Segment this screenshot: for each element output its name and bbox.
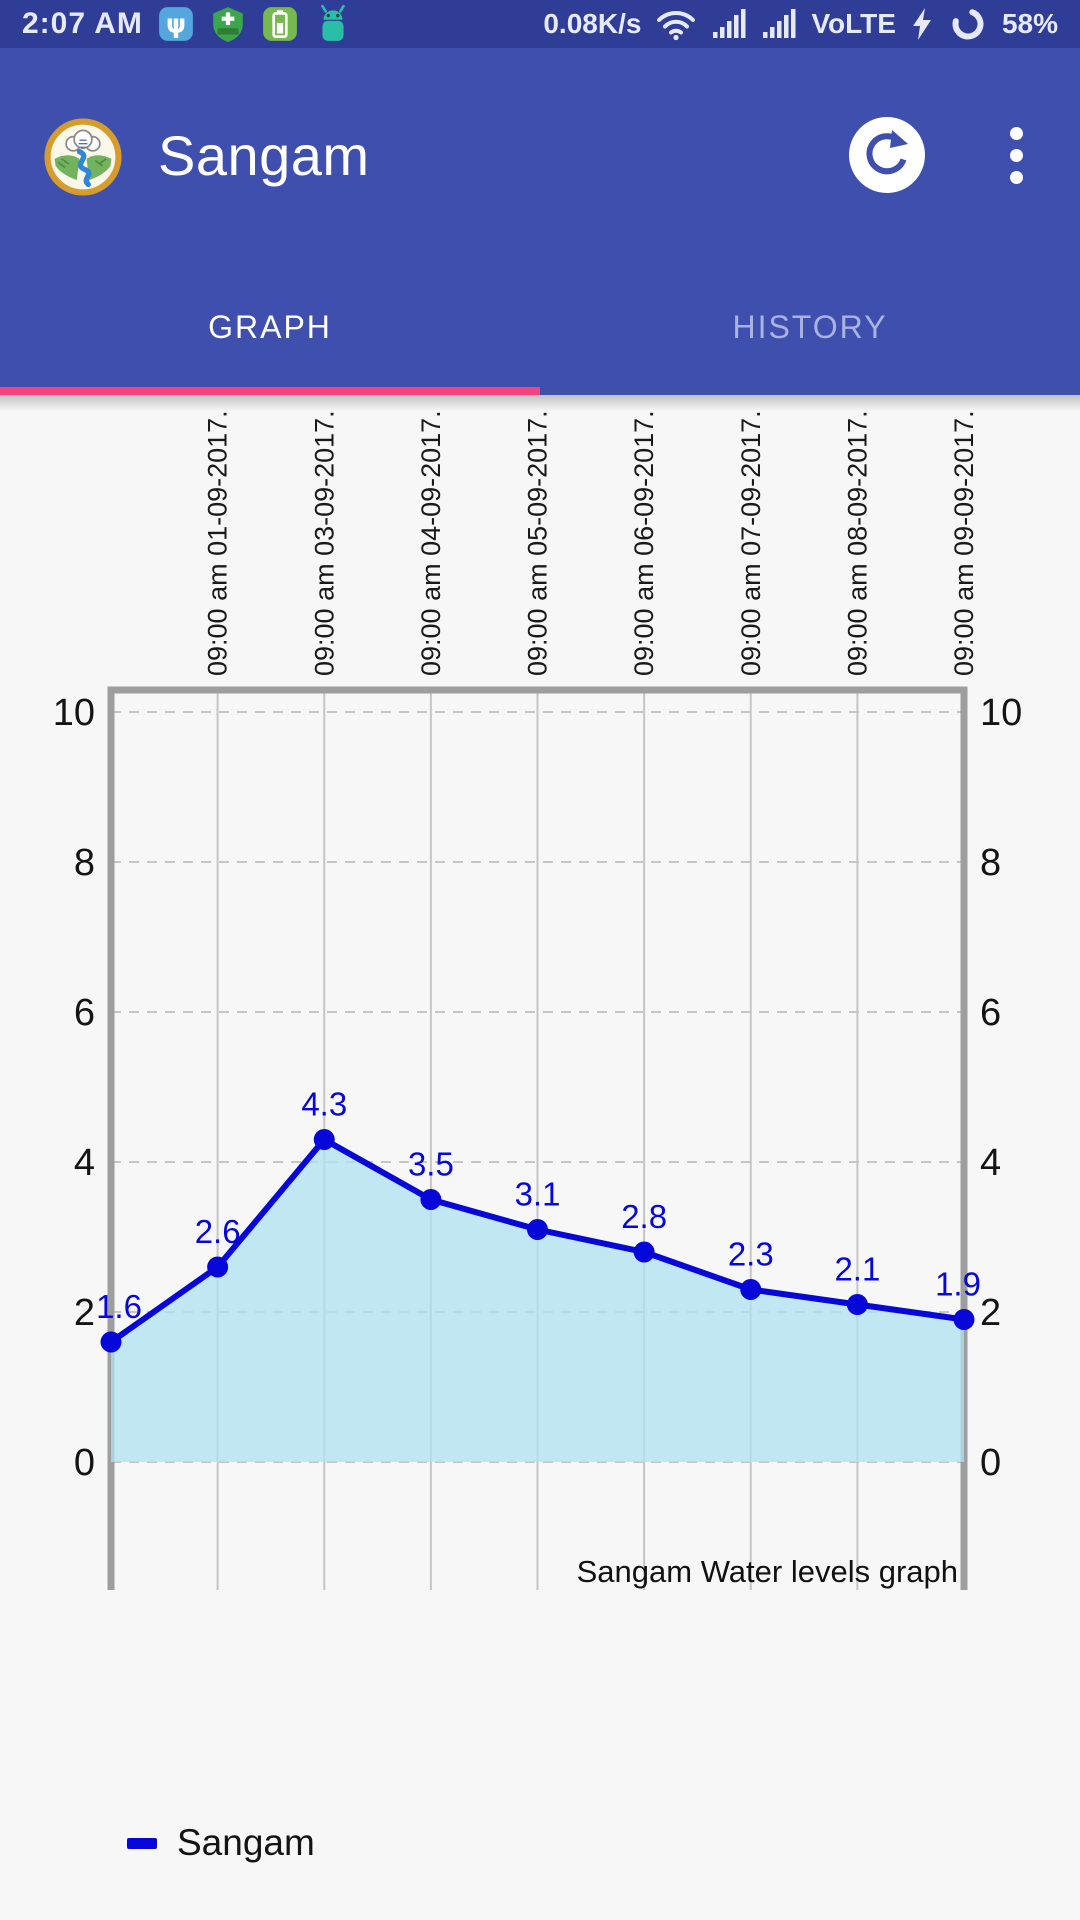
x-axis-labels: 09:00 am 01-09-2017. 09:00 am 03-09-2017.… xyxy=(203,410,979,676)
page-title: Sangam xyxy=(158,123,370,187)
svg-text:09:00 am 05-09-2017.: 09:00 am 05-09-2017. xyxy=(523,410,553,676)
svg-text:10: 10 xyxy=(53,692,95,734)
tab-graph[interactable]: GRAPH xyxy=(208,308,332,345)
svg-text:2: 2 xyxy=(980,1292,1001,1334)
point-value-labels: 1.6 2.6 4.3 3.5 3.1 2.8 2.3 2.1 1.9 xyxy=(96,1086,981,1326)
battery-percent: 58% xyxy=(1001,8,1058,39)
svg-text:09:00 am 08-09-2017.: 09:00 am 08-09-2017. xyxy=(842,410,872,676)
signal-bars-icon xyxy=(711,7,747,41)
svg-text:3.1: 3.1 xyxy=(515,1176,561,1213)
svg-text:4: 4 xyxy=(74,1142,95,1184)
chart-frame xyxy=(107,686,968,1590)
svg-text:09:00 am 06-09-2017.: 09:00 am 06-09-2017. xyxy=(629,410,659,676)
svg-text:0: 0 xyxy=(980,1442,1001,1484)
refresh-button[interactable] xyxy=(848,116,926,194)
overflow-menu-button[interactable] xyxy=(996,116,1036,194)
svg-text:09:00 am 07-09-2017.: 09:00 am 07-09-2017. xyxy=(736,410,766,676)
chart-legend: Sangam xyxy=(127,1822,315,1864)
app-bar-shadow xyxy=(0,395,1080,411)
status-bar: 2:07 AM ψ 0.08K/s VoLTE 58% xyxy=(0,0,1080,48)
svg-text:4: 4 xyxy=(980,1142,1001,1184)
legend-series-swatch xyxy=(127,1837,157,1849)
app-bar: Sangam GRAPH HISTORY xyxy=(0,48,1080,395)
tab-bar: GRAPH HISTORY xyxy=(0,267,1080,387)
svg-text:4.3: 4.3 xyxy=(301,1086,347,1123)
wifi-icon xyxy=(655,6,697,42)
chart-title: Sangam Water levels graph xyxy=(577,1554,958,1589)
svg-text:6: 6 xyxy=(980,992,1001,1034)
svg-text:2.8: 2.8 xyxy=(621,1198,667,1235)
legend-series-label: Sangam xyxy=(177,1822,315,1863)
svg-text:09:00 am 03-09-2017.: 09:00 am 03-09-2017. xyxy=(309,410,339,676)
svg-text:2.1: 2.1 xyxy=(834,1251,880,1288)
active-tab-indicator xyxy=(0,387,540,395)
svg-text:0: 0 xyxy=(74,1442,95,1484)
svg-text:1.9: 1.9 xyxy=(935,1266,981,1303)
svg-text:ψ: ψ xyxy=(166,8,186,38)
svg-text:2: 2 xyxy=(74,1292,95,1334)
flash-charging-icon xyxy=(910,6,934,42)
svg-text:8: 8 xyxy=(74,842,95,884)
svg-text:09:00 am 01-09-2017.: 09:00 am 01-09-2017. xyxy=(203,410,233,676)
battery-app-icon xyxy=(261,5,299,43)
volte-label: VoLTE xyxy=(811,8,896,39)
android-icon xyxy=(313,5,353,43)
svg-text:1.6: 1.6 xyxy=(96,1288,142,1325)
signal-bars-icon xyxy=(761,7,797,41)
svg-text:2.3: 2.3 xyxy=(728,1236,774,1273)
usb-icon: ψ xyxy=(157,5,195,43)
tab-history[interactable]: HISTORY xyxy=(732,308,888,345)
clock-time: 2:07 AM xyxy=(22,7,143,40)
series-area xyxy=(111,1139,964,1462)
y-axis-labels: 0 0 2 2 4 4 6 6 8 8 10 10 xyxy=(53,692,1023,1484)
svg-text:8: 8 xyxy=(980,842,1001,884)
svg-text:3.5: 3.5 xyxy=(408,1146,454,1183)
svg-text:09:00 am 04-09-2017.: 09:00 am 04-09-2017. xyxy=(416,410,446,676)
antivirus-shield-icon xyxy=(209,5,247,43)
svg-text:2.6: 2.6 xyxy=(195,1213,241,1250)
app-logo-icon xyxy=(44,118,122,196)
svg-text:6: 6 xyxy=(74,992,95,1034)
series-points xyxy=(100,1129,975,1353)
svg-text:09:00 am 09-09-2017.: 09:00 am 09-09-2017. xyxy=(949,410,979,676)
network-speed: 0.08K/s xyxy=(543,8,642,39)
svg-text:10: 10 xyxy=(980,692,1022,734)
water-levels-chart: 09:00 am 01-09-2017. 09:00 am 03-09-2017.… xyxy=(0,400,1080,1690)
battery-ring-icon xyxy=(948,4,988,44)
